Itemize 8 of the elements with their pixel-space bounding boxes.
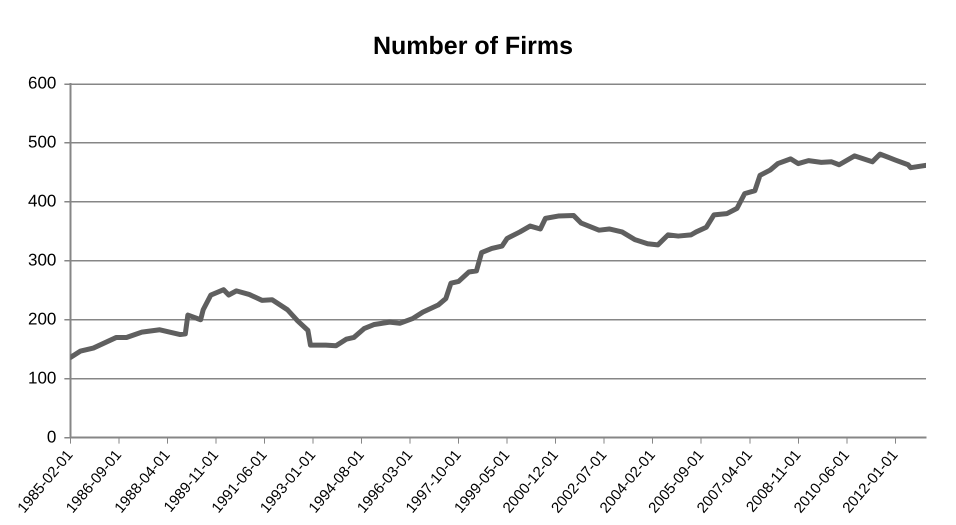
y-tick-label: 600 — [28, 74, 56, 93]
chart-title: Number of Firms — [372, 32, 574, 60]
y-tick-label: 500 — [28, 132, 56, 152]
y-tick-label: 200 — [28, 309, 56, 328]
y-tick-label: 400 — [28, 192, 56, 211]
y-tick-label: 0 — [46, 427, 56, 446]
y-tick-label: 100 — [28, 368, 56, 388]
y-tick-label: 300 — [28, 250, 56, 270]
